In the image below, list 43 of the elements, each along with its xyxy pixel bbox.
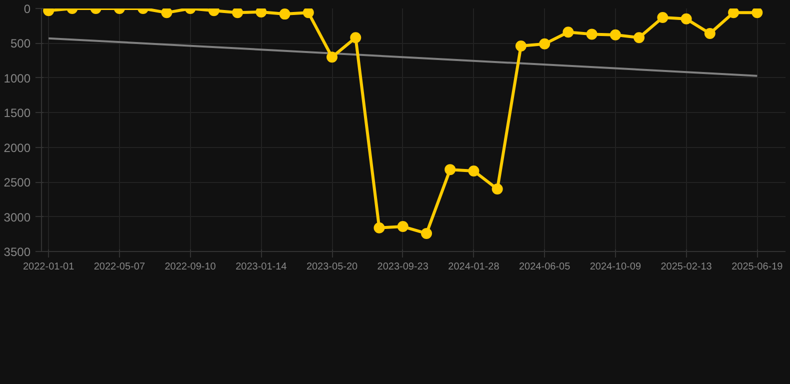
x-tick-label: 2025-02-13 [660, 262, 712, 272]
point [374, 222, 385, 234]
y-tick-label: 2500 [4, 176, 31, 190]
point [350, 32, 362, 44]
x-tick-label: 2022-09-10 [164, 262, 216, 272]
point [161, 8, 172, 18]
point [634, 32, 645, 44]
y-tick-label: 1000 [4, 71, 31, 86]
y-tick-label: 0 [24, 2, 31, 16]
y-tick-label: 3500 [4, 245, 31, 259]
x-tick-label: 2024-10-09 [590, 262, 642, 272]
y-tick-label: 2000 [4, 140, 31, 155]
point [256, 8, 267, 18]
point [728, 8, 740, 18]
point [586, 28, 598, 40]
point [562, 26, 574, 38]
point [515, 40, 526, 52]
point [752, 8, 763, 18]
point [468, 165, 480, 176]
x-tick-label: 2022-05-07 [94, 262, 146, 272]
point [492, 184, 503, 195]
point [397, 221, 408, 232]
x-tick-label: 2022-01-01 [23, 262, 75, 272]
point [420, 228, 432, 239]
x-tick-label: 2023-05-20 [306, 262, 358, 272]
x-tick-label: 2023-09-23 [377, 262, 429, 272]
point [610, 29, 621, 40]
point [704, 28, 716, 39]
point [444, 164, 456, 176]
point [657, 12, 668, 24]
y-tick-label: 1500 [4, 106, 31, 120]
point [539, 38, 550, 50]
x-tick-label: 2024-06-05 [519, 262, 571, 272]
y-tick-label: 500 [10, 36, 31, 51]
point [326, 52, 338, 63]
point [279, 8, 290, 20]
x-tick-label: 2025-06-19 [732, 262, 784, 272]
x-tick-label: 2024-01-28 [448, 262, 500, 272]
point [680, 13, 692, 24]
x-tick-label: 2023-01-14 [236, 262, 288, 272]
point [232, 8, 244, 18]
point [302, 8, 314, 18]
y-tick-label: 3000 [4, 210, 31, 224]
